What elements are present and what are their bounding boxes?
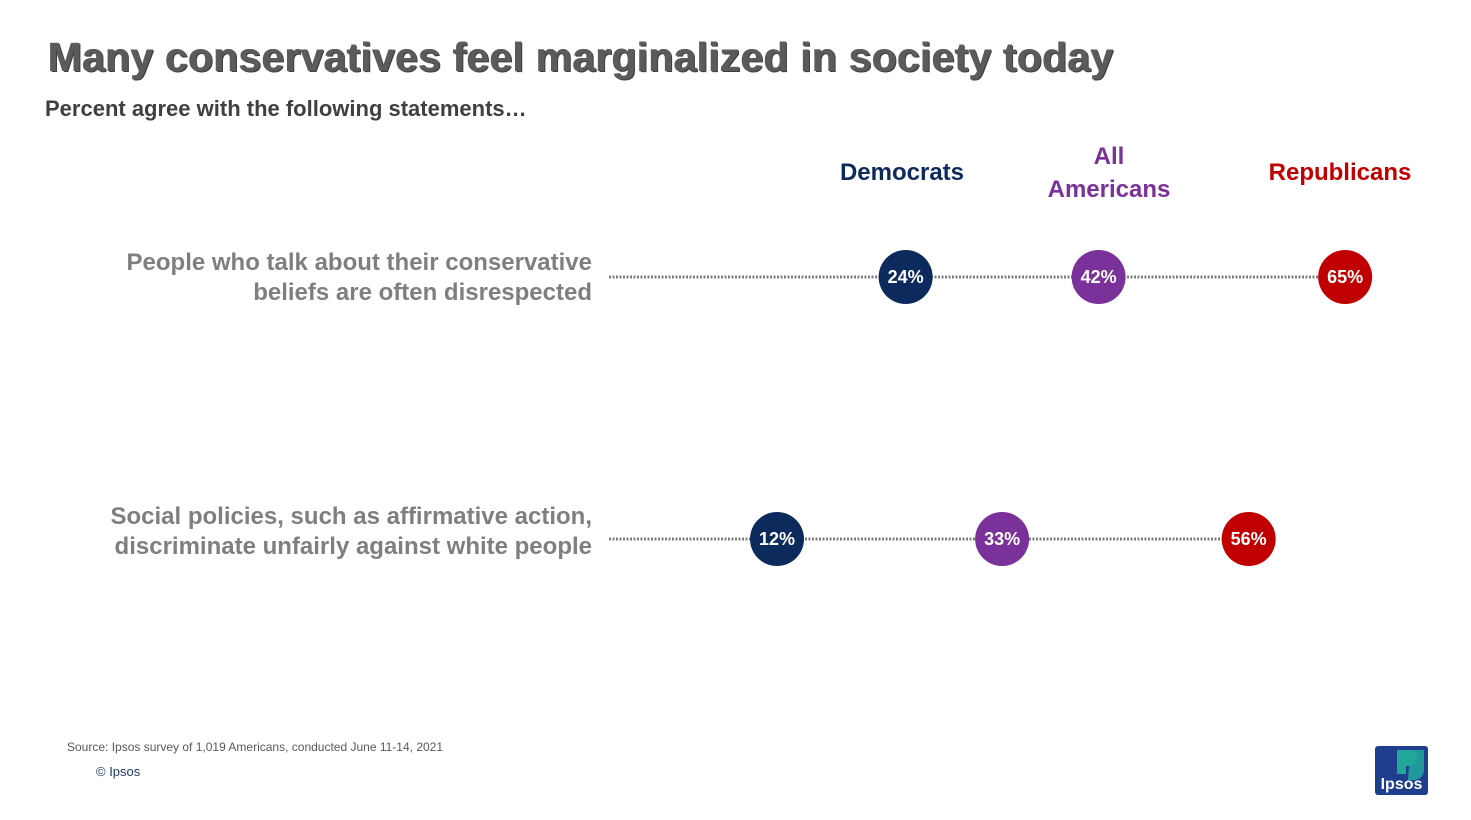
chart-subtitle: Percent agree with the following stateme…: [45, 96, 527, 121]
value-label-all-americans-row-2: 33%: [984, 529, 1020, 549]
value-label-democrats-row-1: 24%: [888, 267, 924, 287]
logo-text: Ipsos: [1381, 776, 1423, 793]
ipsos-logo: Ipsos: [1375, 746, 1428, 795]
dot-all-americans-row-2: [975, 512, 1030, 566]
row-label-2: Social policies, such as affirmative act…: [32, 502, 592, 562]
logo-mark-accent: [1408, 750, 1424, 780]
row-label-1: People who talk about their conservative…: [32, 248, 592, 308]
dot-democrats-row-1: [878, 250, 933, 304]
value-label-republicans-row-2: 56%: [1231, 529, 1267, 549]
chart-title: Many conservatives feel marginalized in …: [48, 34, 1114, 80]
value-label-all-americans-row-1: 42%: [1081, 267, 1117, 287]
row-label-1-line2: beliefs are often disrespected: [253, 279, 592, 306]
row-label-2-line2: discriminate unfairly against white peop…: [114, 533, 592, 560]
row-label-1-line1: People who talk about their conservative: [126, 249, 592, 276]
legend-all-americans: All Americans: [999, 140, 1219, 206]
dot-democrats-row-2: [750, 512, 804, 566]
copyright: © Ipsos: [96, 764, 141, 779]
value-label-republicans-row-1: 65%: [1327, 267, 1363, 287]
source-note: Source: Ipsos survey of 1,019 Americans,…: [67, 740, 444, 754]
dot-all-americans-row-1: [1071, 250, 1126, 304]
legend-all-americans-label-line1: All: [1093, 143, 1125, 170]
dot-republicans-row-2: [1221, 512, 1276, 566]
row-label-2-line1: Social policies, such as affirmative act…: [110, 503, 592, 530]
legend-democrats: Democrats: [792, 156, 1012, 189]
legend-republicans-label: Republicans: [1268, 159, 1412, 186]
dot-republicans-row-1: [1318, 250, 1373, 304]
legend-democrats-label: Democrats: [839, 159, 965, 186]
legend-republicans: Republicans: [1230, 156, 1450, 189]
value-label-democrats-row-2: 12%: [759, 529, 795, 549]
legend-all-americans-label-line2: Americans: [1047, 176, 1171, 203]
